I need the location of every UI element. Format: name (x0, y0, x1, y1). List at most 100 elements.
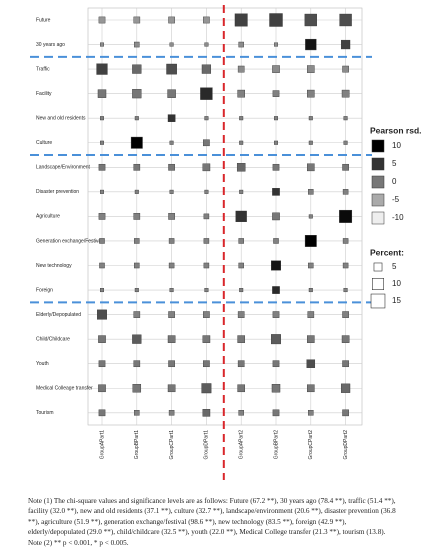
cell (132, 64, 142, 74)
cell (167, 384, 176, 393)
y-tick-label: Culture (36, 140, 52, 146)
size-swatch (373, 262, 383, 272)
color-swatch (371, 175, 385, 189)
cell (130, 136, 143, 149)
y-tick-label: Disaster prevention (36, 189, 79, 195)
cell (339, 209, 353, 223)
cell (307, 163, 315, 172)
y-tick-label: Generation exchange/Festival (36, 238, 102, 244)
cell (169, 189, 174, 194)
cell (238, 41, 244, 48)
cell (167, 114, 176, 122)
cell (341, 89, 350, 98)
cell (98, 163, 106, 171)
cell (274, 116, 279, 121)
cell (168, 360, 175, 368)
cell (98, 360, 106, 368)
cell (203, 238, 210, 244)
cell (168, 410, 175, 416)
cell (308, 410, 314, 416)
cell (272, 212, 280, 221)
size-legend-label: 15 (392, 296, 401, 305)
cell (99, 262, 105, 269)
cell (237, 360, 245, 368)
cell (203, 360, 210, 368)
cell (272, 409, 280, 417)
cell (203, 213, 210, 220)
color-legend-label: 5 (392, 159, 397, 168)
cell (168, 16, 175, 24)
cell (272, 90, 280, 97)
cell (339, 13, 352, 27)
cell (307, 311, 315, 318)
x-tick-label: GroupDPart2 (343, 430, 349, 460)
cell (272, 311, 280, 318)
cell (273, 238, 279, 244)
cell (272, 163, 280, 171)
cell (99, 140, 104, 145)
y-tick-label: New and old residents (36, 116, 86, 122)
cell (274, 140, 279, 145)
cell (134, 262, 140, 269)
cell (341, 335, 350, 343)
cell (134, 410, 140, 416)
cell (307, 335, 315, 343)
cell (238, 238, 244, 244)
cell (99, 116, 104, 121)
cell (238, 410, 244, 416)
cell (99, 288, 104, 293)
cell (96, 63, 108, 75)
cell (308, 189, 314, 195)
cell (342, 189, 349, 195)
cell (166, 63, 177, 75)
cell (132, 384, 142, 393)
x-tick-label: GroupBPart2 (273, 430, 279, 459)
cell (237, 89, 246, 98)
size-swatch (370, 293, 386, 309)
cell (99, 42, 104, 47)
cell (308, 214, 313, 219)
x-tick-label: GroupAPart1 (99, 430, 105, 459)
cell (134, 238, 140, 244)
x-tick-label: GroupDPart1 (204, 430, 210, 460)
cell (308, 288, 313, 293)
color-swatch (371, 157, 385, 171)
cell (132, 334, 142, 344)
cell (239, 140, 244, 145)
size-legend-title: Percent: (370, 247, 404, 257)
cell (235, 210, 247, 223)
x-tick-label: GroupCPart1 (169, 430, 175, 460)
cell (271, 384, 281, 393)
cell (308, 140, 313, 145)
cell (97, 89, 107, 98)
y-tick-label: Traffic (36, 66, 50, 72)
cell (98, 384, 106, 393)
cell (237, 311, 245, 318)
cell (342, 262, 349, 269)
cell (133, 163, 141, 171)
color-legend-label: 10 (392, 141, 401, 150)
cell (342, 311, 349, 318)
cell (98, 335, 106, 343)
cell (274, 42, 279, 47)
cell (134, 288, 139, 293)
cell (204, 42, 209, 47)
cell (271, 334, 281, 345)
cell (168, 163, 175, 171)
cell (234, 13, 248, 27)
cell (201, 64, 212, 74)
cell (307, 89, 315, 98)
cell (304, 13, 317, 27)
color-legend-label: -10 (392, 213, 404, 222)
cell (168, 238, 175, 244)
cell (134, 116, 139, 121)
cell (237, 65, 245, 73)
cell (239, 116, 244, 121)
y-tick-label: Future (36, 17, 51, 23)
cell (167, 89, 176, 98)
cell (133, 16, 141, 24)
y-tick-label: Youth (36, 361, 49, 367)
cell (200, 87, 213, 100)
cell (307, 384, 315, 393)
cell (340, 39, 351, 50)
